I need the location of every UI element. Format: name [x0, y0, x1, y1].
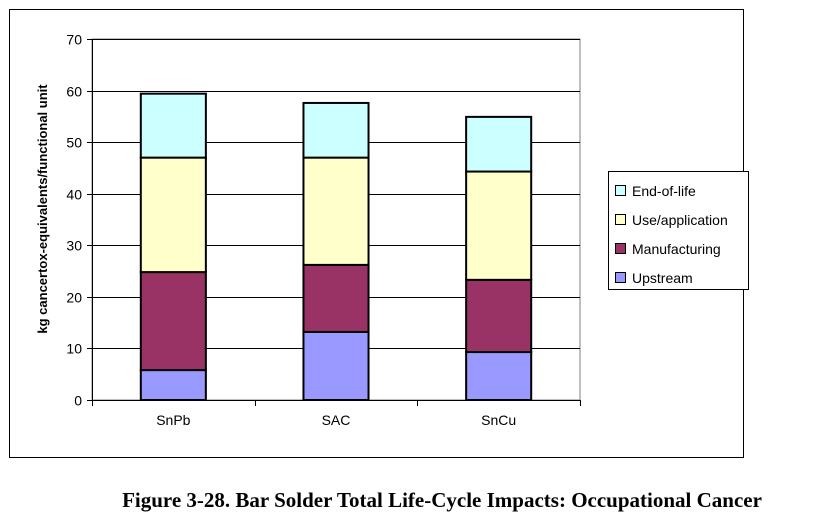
y-tick-label: 0: [74, 393, 82, 409]
legend-label: Upstream: [632, 269, 693, 286]
legend-swatch: [615, 214, 626, 225]
bar-layer: [139, 92, 533, 402]
y-tick-label: 20: [66, 290, 82, 306]
legend-swatch: [615, 243, 626, 254]
bar-snpb-end-of-life: [139, 92, 207, 159]
x-tick-label: SAC: [322, 412, 351, 428]
legend-entry: Use/application: [615, 205, 748, 234]
legend-label: Use/application: [632, 211, 728, 228]
legend-label: Manufacturing: [632, 240, 721, 257]
y-tick-label: 30: [66, 238, 82, 254]
legend-label: End-of-life: [632, 182, 696, 199]
bar-snpb-upstream: [139, 369, 207, 401]
y-tick-label: 60: [66, 84, 82, 100]
figure-caption: Figure 3-28. Bar Solder Total Life-Cycle…: [122, 488, 762, 512]
legend-swatch: [615, 185, 626, 196]
y-tick-label: 10: [66, 341, 82, 357]
x-tick-label: SnCu: [481, 412, 516, 428]
bar-sac-upstream: [302, 330, 370, 402]
bar-sncu-use-application: [465, 170, 533, 281]
chart-frame: 0 10 20 30 40 50 60 70 SnPb SAC SnCu kg cancertox-…: [9, 9, 749, 458]
bar-snpb-use-application: [139, 156, 207, 274]
bar-sac-manufacturing: [302, 263, 370, 333]
bar-sac-end-of-life: [302, 101, 370, 159]
legend-entry: Manufacturing: [615, 234, 748, 263]
y-tick-label: 40: [66, 187, 82, 203]
bar-sncu-manufacturing: [465, 278, 533, 354]
x-tick-label: SnPb: [156, 412, 190, 428]
chart-svg: 0 10 20 30 40 50 60 70 SnPb SAC SnCu kg cancertox-…: [35, 32, 581, 428]
legend-entry: End-of-life: [615, 176, 748, 205]
bar-sncu-upstream: [465, 351, 533, 402]
legend-entry: Upstream: [615, 263, 748, 292]
bar-sac-use-application: [302, 156, 370, 266]
axis-layer: 0 10 20 30 40 50 60 70 SnPb SAC SnCu: [66, 32, 581, 428]
legend: End-of-life Use/application Manufacturing U…: [608, 171, 749, 290]
bar-sncu-end-of-life: [465, 115, 533, 173]
bar-snpb-manufacturing: [139, 271, 207, 372]
legend-swatch: [615, 272, 626, 283]
y-axis-label: kg cancertox-equivalents/functional unit: [35, 84, 50, 334]
y-tick-label: 70: [66, 32, 82, 48]
y-tick-label: 50: [66, 135, 82, 151]
